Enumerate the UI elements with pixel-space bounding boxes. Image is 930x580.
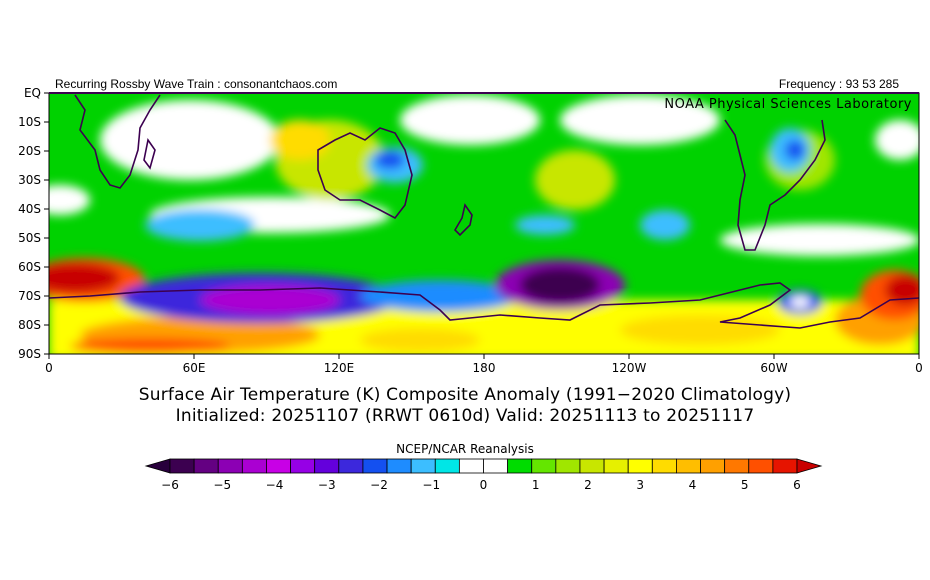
colorbar-swatch [458, 458, 484, 474]
lon-tick-label: 60W [760, 361, 787, 375]
coastline-antarctica [48, 282, 920, 329]
colorbar-swatch [314, 458, 340, 474]
colorbar-swatch [217, 458, 243, 474]
anomaly-field [49, 93, 919, 354]
lat-tick-label: 10S [18, 115, 41, 129]
colorbar-swatch [627, 458, 653, 474]
lat-tick-label: 30S [18, 173, 41, 187]
colorbar-tick-label: −6 [161, 478, 179, 492]
colorbar-swatch [579, 458, 605, 474]
lon-tick-label: 120W [612, 361, 647, 375]
colorbar-swatch [483, 458, 509, 474]
colorbar-swatch [241, 458, 267, 474]
lon-tick-label: 0 [915, 361, 923, 375]
lon-tick-label: 0 [45, 361, 53, 375]
lat-tick-label: 60S [18, 260, 41, 274]
colorbar-swatch [266, 458, 291, 474]
lat-tick-label: 40S [18, 202, 41, 216]
lon-tick-label: 120E [324, 361, 355, 375]
coastlines [48, 94, 920, 329]
colorbar-swatch [193, 458, 219, 474]
coastline-africa [74, 94, 161, 189]
lat-tick-label: EQ [24, 86, 41, 100]
colorbar-tick-label: −1 [422, 478, 440, 492]
lat-tick-label: 50S [18, 231, 41, 245]
colorbar-under-arrow [144, 458, 171, 474]
colorbar-tick-label: 0 [480, 478, 488, 492]
colorbar-over-arrow [796, 458, 823, 474]
colorbar-tick-label: −5 [213, 478, 231, 492]
noaa-credit-text: NOAA Physical Sciences Laboratory [664, 97, 912, 112]
lon-tick-label: 180 [473, 361, 496, 375]
coastline-australia [317, 127, 413, 220]
colorbar-swatch [507, 458, 533, 474]
colorbar-swatch [700, 458, 726, 474]
colorbar: −6 −5 −4 −3 −2 −1 0 1 2 3 4 5 6 [144, 458, 823, 492]
colorbar-swatch [676, 458, 701, 474]
colorbar-swatch [748, 458, 774, 474]
header-source-text: Recurring Rossby Wave Train : consonantc… [55, 77, 338, 91]
coastline-new-zealand [453, 203, 473, 237]
lon-tick-label: 60E [183, 361, 206, 375]
chart-title-line1: Surface Air Temperature (K) Composite An… [138, 385, 792, 405]
colorbar-swatch [555, 458, 581, 474]
colorbar-tick-label: −2 [370, 478, 388, 492]
colorbar-tick-label: −3 [318, 478, 336, 492]
colorbar-tick-label: 5 [741, 478, 749, 492]
lat-tick-label: 90S [18, 347, 41, 361]
colorbar-swatch [531, 458, 557, 474]
colorbar-tick-label: 3 [636, 478, 644, 492]
colorbar-tick-label: 6 [793, 478, 801, 492]
colorbar-swatch [362, 458, 388, 474]
lat-tick-label: 80S [18, 318, 41, 332]
chart-title-line2: Initialized: 20251107 (RRWT 0610d) Valid… [175, 406, 755, 426]
latitude-axis: EQ 10S 20S 30S 40S 50S 60S 70S 80S 90S [18, 86, 49, 361]
colorbar-source-label: NCEP/NCAR Reanalysis [396, 442, 534, 456]
colorbar-swatch [772, 458, 798, 474]
colorbar-swatch [434, 458, 460, 474]
colorbar-swatch [724, 458, 750, 474]
header-frequency-text: Frequency : 93 53 285 [778, 77, 899, 91]
colorbar-swatch [169, 458, 195, 474]
colorbar-tick-label: 2 [584, 478, 592, 492]
lat-tick-label: 70S [18, 289, 41, 303]
colorbar-swatch [386, 458, 412, 474]
colorbar-swatch [603, 458, 629, 474]
colorbar-swatch [651, 458, 677, 474]
colorbar-tick-label: −4 [266, 478, 284, 492]
coastline-madagascar [143, 138, 156, 170]
coastline-south-america [724, 119, 826, 251]
colorbar-swatch [338, 458, 364, 474]
longitude-axis: 0 60E 120E 180 120W 60W 0 [45, 354, 923, 375]
colorbar-tick-label: 1 [532, 478, 540, 492]
colorbar-swatch [290, 458, 316, 474]
colorbar-swatch [410, 458, 436, 474]
lat-tick-label: 20S [18, 144, 41, 158]
colorbar-tick-label: 4 [689, 478, 697, 492]
